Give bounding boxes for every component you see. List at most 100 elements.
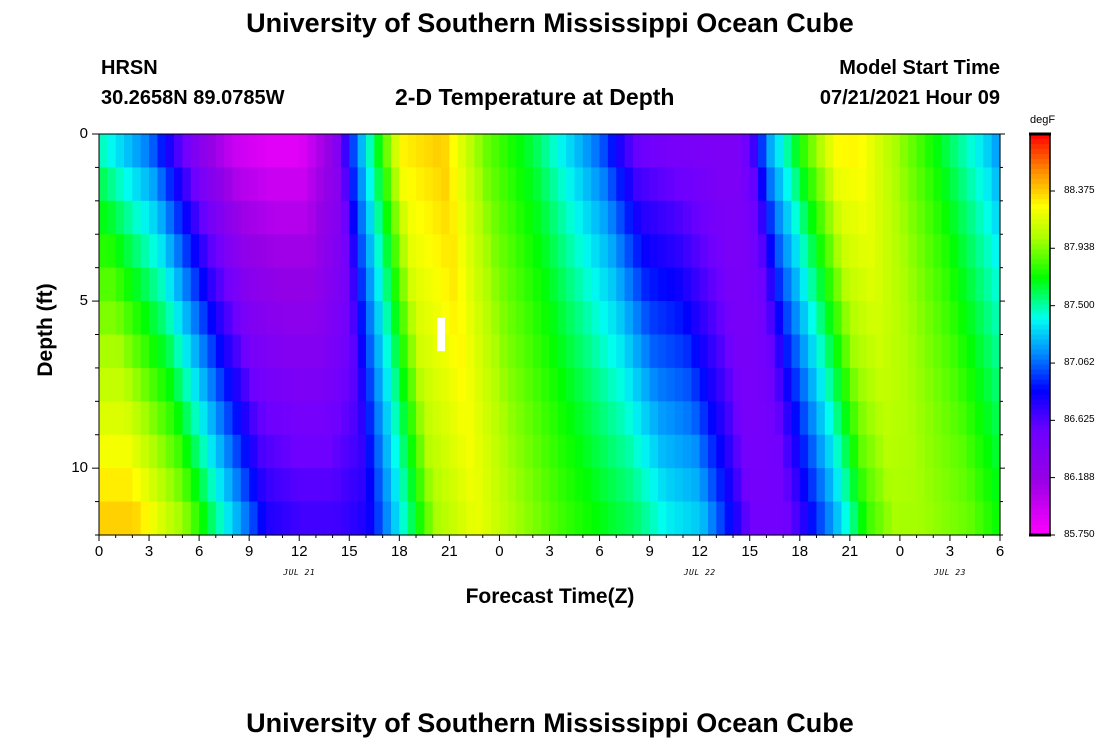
- colorbar-segment: [1030, 444, 1050, 451]
- heatmap-cell: [549, 267, 559, 302]
- heatmap-cell: [499, 401, 509, 436]
- heatmap-cell: [199, 200, 209, 235]
- x-tick-label: 3: [144, 543, 154, 560]
- heatmap-cell: [407, 367, 417, 402]
- heatmap-cell: [582, 234, 592, 269]
- heatmap-cell: [716, 468, 726, 503]
- heatmap-cell: [908, 200, 918, 235]
- heatmap-cell: [666, 468, 676, 503]
- heatmap-cell: [783, 434, 793, 469]
- heatmap-cell: [441, 367, 450, 402]
- colorbar-segment: [1030, 199, 1050, 205]
- heatmap-cell: [315, 468, 325, 503]
- heatmap-cell: [466, 134, 476, 169]
- heatmap-cell: [749, 167, 759, 202]
- heatmap-cell: [115, 434, 125, 469]
- heatmap-cell: [407, 200, 417, 235]
- heatmap-cell: [783, 234, 793, 269]
- heatmap-cell: [182, 301, 192, 336]
- heatmap-cell: [282, 234, 292, 269]
- heatmap-cell: [557, 367, 567, 402]
- heatmap-cell: [566, 501, 576, 536]
- heatmap-cell: [157, 367, 167, 402]
- heatmap-cell: [816, 267, 826, 302]
- heatmap-cell: [499, 234, 509, 269]
- colorbar-segment: [1030, 354, 1050, 361]
- heatmap-cell: [449, 167, 459, 202]
- heatmap-cell: [941, 267, 951, 302]
- heatmap-cell: [249, 501, 259, 536]
- heatmap-cell: [933, 401, 943, 436]
- heatmap-cell: [733, 468, 742, 503]
- heatmap-cell: [232, 401, 242, 436]
- heatmap-cell: [307, 434, 317, 469]
- heatmap-cell: [257, 167, 267, 202]
- heatmap-cell: [958, 401, 968, 436]
- heatmap-cell: [324, 267, 334, 302]
- heatmap-cell: [290, 367, 300, 402]
- heatmap-cell: [616, 301, 626, 336]
- heatmap-cell: [157, 401, 167, 436]
- heatmap-cell: [841, 267, 851, 302]
- colorbar-segment: [1030, 274, 1050, 280]
- heatmap-cell: [866, 167, 876, 202]
- heatmap-cell: [657, 434, 667, 469]
- heatmap-cell: [682, 501, 692, 536]
- colorbar-segment: [1030, 239, 1050, 245]
- heatmap-cell: [441, 234, 450, 269]
- heatmap-cell: [474, 301, 484, 336]
- heatmap-cell: [399, 434, 409, 469]
- heatmap-cell: [190, 167, 200, 202]
- heatmap-cell: [132, 301, 142, 336]
- heatmap-cell: [315, 200, 325, 235]
- heatmap-cell: [724, 134, 734, 169]
- heatmap-cell: [441, 200, 450, 235]
- axis-ticks: [92, 133, 1005, 541]
- heatmap-cell: [240, 434, 250, 469]
- heatmap-cell: [666, 401, 676, 436]
- heatmap-cell: [232, 200, 242, 235]
- heatmap-cell: [357, 468, 367, 503]
- heatmap-cell: [174, 234, 184, 269]
- heatmap-cell: [107, 367, 117, 402]
- heatmap-cell: [566, 267, 576, 302]
- heatmap-cell: [858, 401, 868, 436]
- heatmap-cell: [449, 501, 459, 536]
- heatmap-cell: [799, 301, 809, 336]
- heatmap-cell: [499, 434, 509, 469]
- heatmap-cell: [991, 234, 1001, 269]
- heatmap-cell: [557, 134, 567, 169]
- heatmap-cell: [357, 200, 367, 235]
- heatmap-cell: [124, 334, 133, 369]
- heatmap-cell: [157, 200, 167, 235]
- heatmap-cell: [549, 367, 559, 402]
- heatmap-cell: [941, 134, 951, 169]
- heatmap-cell: [841, 401, 851, 436]
- heatmap-cell: [716, 401, 726, 436]
- heatmap-cell: [541, 468, 551, 503]
- heatmap-cell: [574, 267, 584, 302]
- heatmap-cell: [591, 134, 601, 169]
- footer-title: University of Southern Mississippi Ocean…: [246, 708, 854, 738]
- heatmap-cell: [240, 234, 250, 269]
- heatmap-cell: [691, 401, 701, 436]
- heatmap-cell: [257, 234, 267, 269]
- heatmap-cell: [474, 501, 484, 536]
- heatmap-cell: [808, 301, 818, 336]
- x-tick-label: 0: [94, 543, 104, 560]
- heatmap-cell: [374, 468, 384, 503]
- heatmap-cell: [290, 434, 300, 469]
- heatmap-cell: [382, 267, 392, 302]
- heatmap-cell: [824, 468, 834, 503]
- heatmap-cell: [315, 367, 325, 402]
- heatmap-cell: [783, 401, 793, 436]
- colorbar-segment: [1030, 334, 1050, 341]
- heatmap-cell: [933, 501, 943, 536]
- heatmap-cell: [257, 134, 267, 169]
- heatmap-cell: [766, 334, 776, 369]
- heatmap-cell: [774, 334, 784, 369]
- heatmap-cell: [224, 200, 234, 235]
- heatmap-cell: [207, 434, 217, 469]
- heatmap-cell: [532, 234, 542, 269]
- heatmap-cell: [682, 267, 692, 302]
